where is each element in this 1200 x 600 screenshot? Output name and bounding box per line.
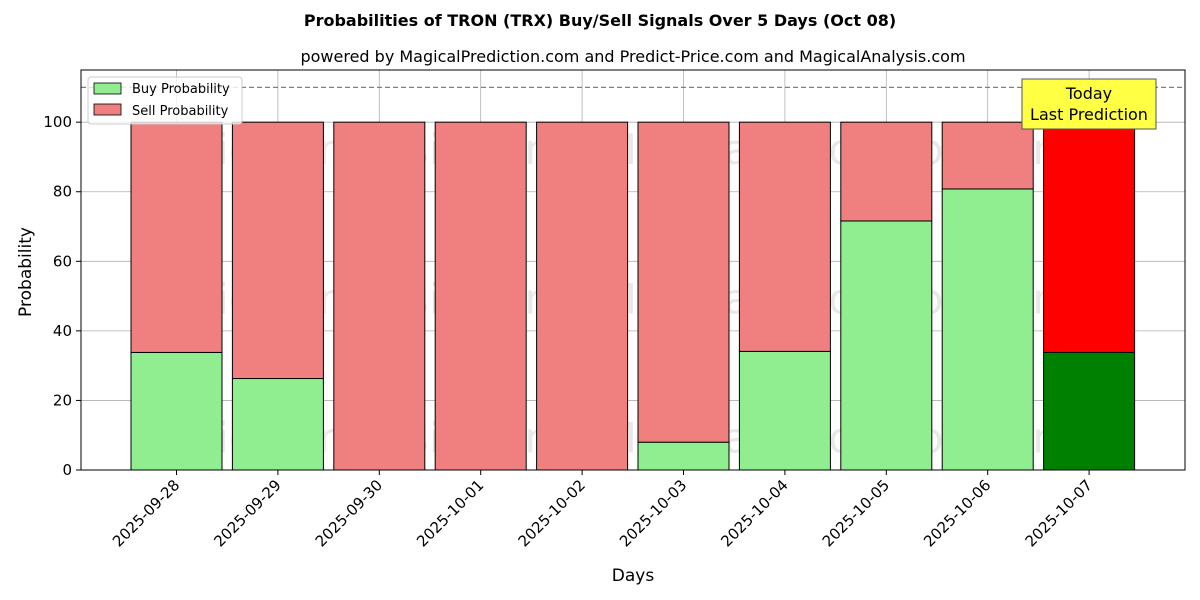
legend-sell-swatch <box>93 103 122 116</box>
y-tick-label: 60 <box>53 252 72 270</box>
legend: Buy Probability Sell Probability <box>87 76 243 125</box>
y-tick-label: 0 <box>62 461 72 479</box>
y-tick-label: 20 <box>53 391 72 409</box>
x-tick-label: 2025-10-03 <box>616 476 690 550</box>
bar-sell <box>637 121 730 443</box>
x-tick-label: 2025-10-05 <box>819 476 893 550</box>
legend-buy-label: Buy Probability <box>132 82 230 97</box>
chart-subtitle: powered by MagicalPrediction.com and Pre… <box>300 47 965 66</box>
annotation-line-2: Last Prediction <box>1030 105 1148 124</box>
bar-buy <box>130 351 223 471</box>
annotation-box <box>1021 78 1157 130</box>
plot-frame <box>80 69 1186 471</box>
x-tick-label: 2025-09-29 <box>210 476 284 550</box>
bar-sell <box>333 121 426 471</box>
y-tick-label: 40 <box>53 322 72 340</box>
chart-title: Probabilities of TRON (TRX) Buy/Sell Sig… <box>304 11 896 30</box>
bar-sell <box>231 121 324 380</box>
bar-buy <box>738 350 831 471</box>
bar-sell <box>941 121 1034 190</box>
y-tick-label: 80 <box>53 183 72 201</box>
bar-buy <box>1043 351 1136 471</box>
bar-sell <box>536 121 629 471</box>
x-tick-label: 2025-10-04 <box>717 476 791 550</box>
y-tick-label: 100 <box>43 113 72 131</box>
bar-sell <box>1043 121 1136 353</box>
bar-sell <box>738 121 831 352</box>
x-tick-label: 2025-10-01 <box>413 476 487 550</box>
bar-buy <box>637 441 730 471</box>
x-tick-label: 2025-09-28 <box>109 476 183 550</box>
bar-sell <box>840 121 933 222</box>
x-tick-label: 2025-10-07 <box>1022 476 1096 550</box>
today-annotation: Today Last Prediction <box>1021 78 1157 130</box>
bar-layer <box>81 86 1185 471</box>
legend-sell-label: Sell Probability <box>132 104 229 119</box>
bar-buy <box>231 378 324 471</box>
bar-sell <box>130 121 223 353</box>
x-axis-label: Days <box>612 566 655 586</box>
bar-buy <box>840 220 933 471</box>
legend-buy-swatch <box>93 82 122 95</box>
x-tick-label: 2025-10-06 <box>920 476 994 550</box>
y-axis-label: Probability <box>16 227 36 317</box>
bar-sell <box>434 121 527 471</box>
annotation-line-1: Today <box>1065 84 1112 103</box>
bar-buy <box>941 188 1034 471</box>
legend-box <box>87 76 243 125</box>
x-tick-label: 2025-09-30 <box>312 476 386 550</box>
x-tick-label: 2025-10-02 <box>515 476 589 550</box>
